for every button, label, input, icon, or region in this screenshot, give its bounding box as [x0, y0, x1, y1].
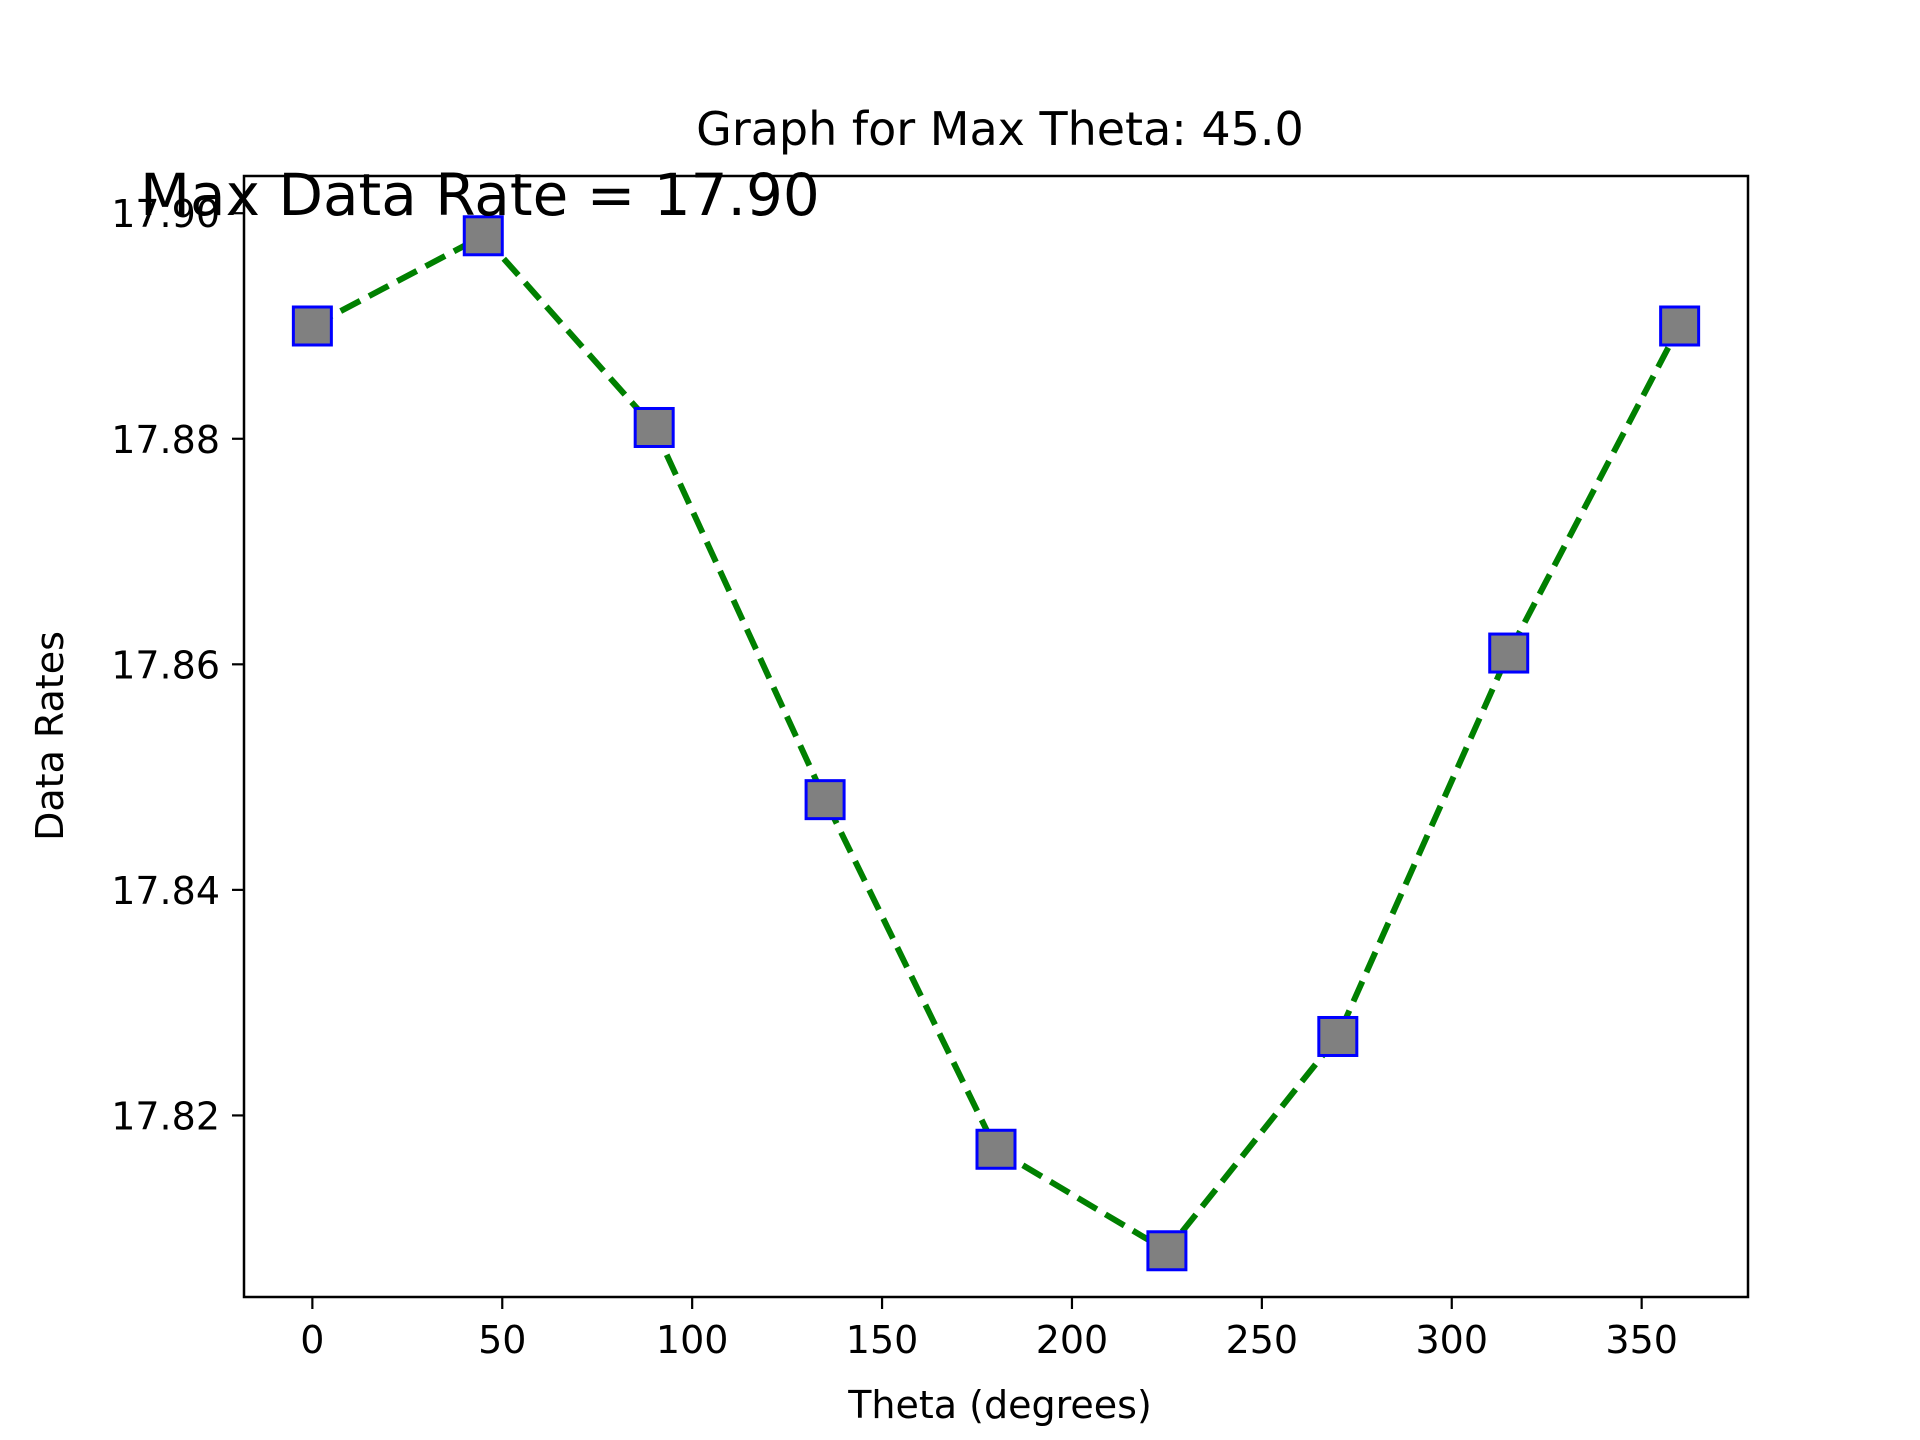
y-tick-label: 17.88	[111, 418, 220, 462]
y-axis-ticks: 17.82 17.84 17.86 17.88 17.90	[111, 192, 244, 1138]
y-axis-label: Data Rates	[28, 631, 72, 841]
data-point-marker	[633, 406, 675, 448]
x-tick-label: 300	[1415, 1318, 1488, 1362]
chart-title: Graph for Max Theta: 45.0	[696, 102, 1304, 156]
x-tick-label: 100	[656, 1318, 729, 1362]
y-tick-label: 17.82	[111, 1094, 220, 1138]
plot-area-frame	[242, 174, 1750, 1299]
series-layer	[291, 215, 1701, 1272]
x-tick-label: 150	[846, 1318, 919, 1362]
data-point-marker	[291, 305, 333, 347]
x-tick-label: 0	[300, 1318, 324, 1362]
y-tick-label: 17.86	[111, 643, 220, 687]
x-axis-ticks: 0 50 100 150 200 250 300 350	[300, 1297, 1678, 1362]
x-axis-label: Theta (degrees)	[847, 1383, 1152, 1427]
data-point-marker	[804, 779, 846, 821]
x-tick-label: 350	[1605, 1318, 1678, 1362]
data-point-marker	[1317, 1015, 1359, 1057]
data-point-marker	[1488, 632, 1530, 674]
y-tick-label: 17.84	[111, 869, 220, 913]
max-data-rate-annotation: Max Data Rate = 17.90	[140, 161, 820, 229]
y-tick-label: 17.90	[111, 192, 220, 236]
data-point-marker	[975, 1128, 1017, 1170]
data-point-marker	[1146, 1230, 1188, 1272]
x-tick-label: 200	[1036, 1318, 1109, 1362]
x-tick-label: 250	[1226, 1318, 1299, 1362]
x-tick-label: 50	[478, 1318, 526, 1362]
data-point-marker	[462, 215, 504, 257]
data-point-marker	[1659, 305, 1701, 347]
